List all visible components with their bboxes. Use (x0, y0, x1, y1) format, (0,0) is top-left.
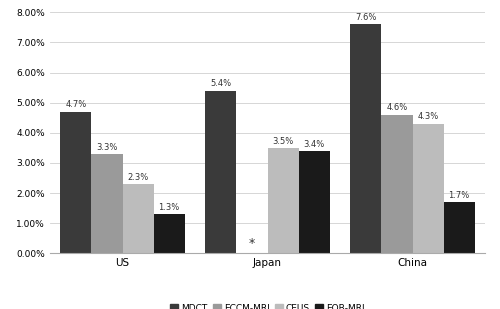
Bar (122, 184, 154, 253)
Bar (382, 115, 412, 253)
Bar (268, 148, 298, 253)
Legend: MDCT, ECCM-MRI, CEUS, EOB-MRI: MDCT, ECCM-MRI, CEUS, EOB-MRI (166, 300, 368, 309)
Bar (298, 151, 330, 253)
Bar (412, 124, 444, 253)
Text: 4.3%: 4.3% (418, 112, 438, 121)
Text: 3.3%: 3.3% (96, 142, 117, 151)
Bar (444, 202, 474, 253)
Text: 3.4%: 3.4% (304, 140, 324, 149)
Bar (60, 112, 92, 253)
Text: 7.6%: 7.6% (355, 13, 376, 22)
Text: 5.4%: 5.4% (210, 79, 232, 88)
Text: 1.3%: 1.3% (158, 203, 180, 212)
Text: 2.3%: 2.3% (128, 173, 148, 182)
Bar (92, 154, 122, 253)
Text: 4.7%: 4.7% (66, 100, 86, 109)
Text: 3.5%: 3.5% (272, 137, 293, 146)
Text: 4.6%: 4.6% (386, 104, 407, 112)
Bar (350, 24, 382, 253)
Text: 1.7%: 1.7% (448, 191, 469, 200)
Text: *: * (249, 237, 255, 250)
Bar (154, 214, 184, 253)
Bar (206, 91, 236, 253)
